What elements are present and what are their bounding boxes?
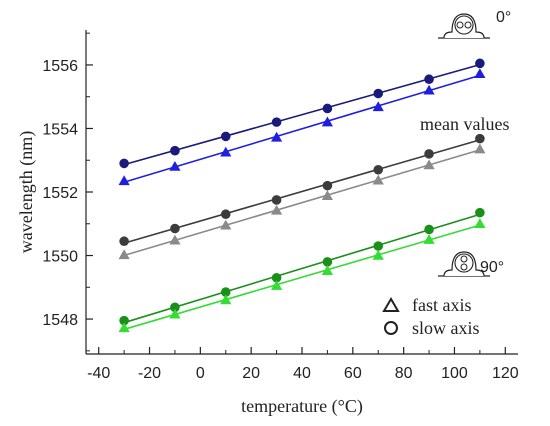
legend: fast axis slow axis	[382, 295, 480, 338]
legend-slow-label: slow axis	[412, 318, 480, 338]
data-point-0deg-fast	[169, 160, 181, 171]
x-tick-label: 120	[492, 365, 519, 382]
series-lines	[123, 63, 481, 331]
data-point-mean-fast	[423, 159, 435, 170]
y-axis-title: wavelength (nm)	[16, 131, 37, 253]
x-tick-label: 80	[395, 365, 413, 382]
data-point-90deg-slow	[424, 224, 434, 235]
data-point-0deg-slow	[271, 117, 282, 127]
data-point-0deg-fast	[423, 84, 435, 95]
y-tick-label: 1550	[42, 249, 78, 266]
series-line-90deg-fast	[123, 224, 481, 331]
data-point-0deg-slow	[373, 88, 384, 99]
x-tick-label: 60	[344, 365, 362, 382]
x-tick-label: 40	[293, 365, 311, 382]
data-point-0deg-fast	[474, 68, 486, 79]
data-point-90deg-slow	[119, 315, 129, 326]
y-tick-label: 1556	[42, 58, 78, 75]
x-tick-label: -40	[87, 365, 110, 382]
data-point-90deg-fast	[474, 218, 486, 228]
data-point-0deg-slow	[170, 145, 180, 156]
data-point-90deg-fast	[423, 234, 435, 244]
data-point-0deg-fast	[321, 116, 334, 127]
x-tick-label: 100	[441, 365, 468, 382]
data-point-mean-fast	[474, 143, 486, 154]
annotation-mean-values: mean values	[420, 114, 509, 134]
data-point-0deg-slow	[424, 74, 434, 85]
data-point-mean-fast	[118, 249, 130, 260]
data-point-mean-slow	[373, 164, 384, 175]
x-tick-label: -20	[138, 365, 161, 382]
data-point-mean-slow	[220, 209, 231, 220]
data-point-90deg-fast	[270, 280, 283, 290]
fiber-icon-90deg	[438, 251, 490, 277]
data-point-mean-fast	[220, 219, 232, 230]
data-point-mean-fast	[321, 190, 334, 201]
x-tick-label: 20	[242, 365, 260, 382]
data-point-90deg-slow	[373, 241, 384, 251]
data-point-mean-slow	[424, 149, 434, 159]
y-tick-label: 1548	[42, 312, 78, 329]
series-points	[118, 58, 486, 333]
data-point-90deg-slow	[220, 287, 231, 297]
x-axis-title: temperature (°C)	[241, 396, 363, 417]
legend-slow-marker	[384, 321, 398, 335]
annotation-90deg: 90°	[480, 259, 504, 276]
data-point-90deg-fast	[372, 249, 384, 260]
data-point-90deg-fast	[118, 322, 130, 333]
x-tick-label: 0	[196, 365, 205, 382]
data-point-90deg-slow	[475, 207, 485, 218]
data-point-0deg-slow	[220, 131, 231, 142]
data-point-90deg-slow	[271, 272, 282, 283]
data-point-0deg-slow	[475, 58, 485, 69]
data-point-0deg-fast	[372, 101, 384, 112]
data-point-mean-fast	[270, 204, 283, 215]
series-line-mean-fast	[123, 149, 481, 257]
data-point-0deg-fast	[270, 131, 283, 142]
data-point-90deg-fast	[169, 308, 181, 319]
data-point-90deg-fast	[220, 294, 232, 305]
y-tick-label: 1552	[42, 185, 78, 202]
data-point-mean-slow	[475, 133, 485, 144]
annotation-0deg: 0°	[496, 9, 511, 26]
data-point-mean-slow	[322, 180, 333, 191]
data-point-0deg-slow	[322, 103, 333, 114]
data-point-mean-fast	[372, 174, 384, 185]
data-point-90deg-slow	[170, 302, 180, 313]
data-point-mean-slow	[170, 223, 180, 234]
series-line-0deg-slow	[123, 63, 481, 166]
legend-fast-label: fast axis	[412, 295, 471, 315]
data-point-mean-fast	[169, 234, 181, 245]
fiber-icon-0deg	[438, 13, 490, 39]
series-line-0deg-fast	[123, 74, 481, 183]
series-line-mean-slow	[123, 139, 481, 244]
series-line-90deg-slow	[123, 213, 481, 324]
data-point-0deg-fast	[118, 175, 130, 186]
data-point-0deg-fast	[220, 146, 232, 157]
data-point-mean-slow	[271, 195, 282, 205]
legend-fast-marker	[382, 297, 400, 312]
data-point-90deg-slow	[322, 257, 333, 267]
data-point-90deg-fast	[321, 265, 334, 275]
axis-ticks: -40 -20 0 20 40 60 80 100 120 1548 1550 1552 1554 155…	[42, 32, 519, 382]
data-point-mean-slow	[119, 236, 129, 247]
y-tick-label: 1554	[42, 121, 78, 138]
data-point-0deg-slow	[119, 158, 129, 169]
